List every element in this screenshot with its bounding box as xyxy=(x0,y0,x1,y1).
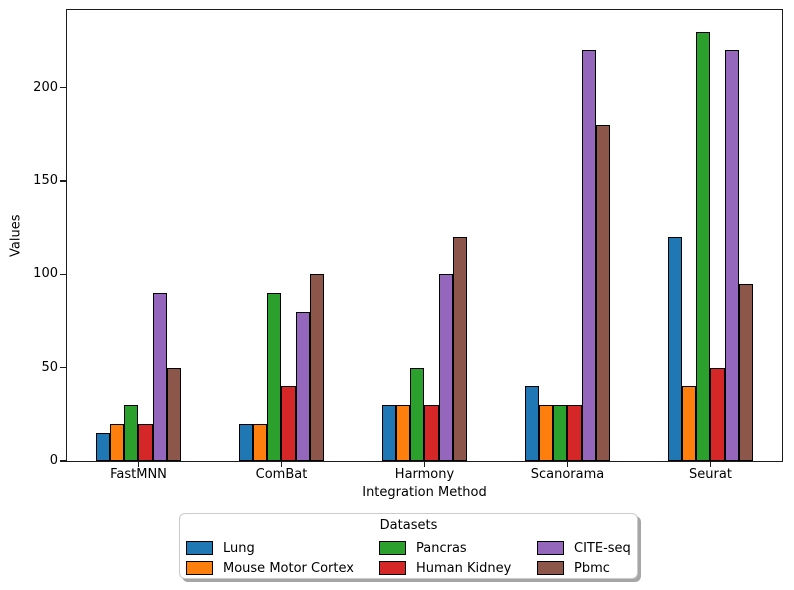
legend-column-1: Lung Mouse Motor Cortex xyxy=(186,538,354,578)
bar-cite-seq-seurat xyxy=(724,50,740,461)
x-tick-mark xyxy=(280,461,283,467)
bar-pbmc-combat xyxy=(310,274,325,461)
legend-swatch-mouse-motor-cortex xyxy=(186,561,213,575)
legend-title: Datasets xyxy=(379,518,438,533)
legend-swatch-pbmc xyxy=(537,561,564,575)
x-tick-mark xyxy=(423,461,426,467)
bar-mouse-motor-cortex-fastmnn xyxy=(109,423,125,461)
legend-item-lung: Lung xyxy=(186,538,354,558)
bar-pancras-combat xyxy=(267,292,282,461)
x-axis-label: Integration Method xyxy=(362,485,487,500)
y-tick-mark xyxy=(60,86,67,89)
bar-cite-seq-combat xyxy=(295,311,311,461)
x-tick-label-FastMNN: FastMNN xyxy=(110,467,167,482)
bar-group-ComBat xyxy=(238,274,325,461)
legend-swatch-pancras xyxy=(379,541,406,555)
bar-group-FastMNN xyxy=(95,292,182,461)
y-axis-label: Values xyxy=(8,214,24,257)
legend-label: CITE-seq xyxy=(574,540,631,556)
bar-cite-seq-harmony xyxy=(438,274,454,461)
legend-item-mouse-motor-cortex: Mouse Motor Cortex xyxy=(186,558,354,578)
legend-item-pbmc: Pbmc xyxy=(537,558,631,578)
legend-swatch-cite-seq xyxy=(537,541,564,555)
bar-pbmc-fastmnn xyxy=(167,367,182,461)
bar-pbmc-harmony xyxy=(453,236,468,461)
legend-item-pancras: Pancras xyxy=(379,538,511,558)
bar-lung-harmony xyxy=(381,405,396,461)
y-tick-mark xyxy=(60,460,67,462)
bar-pancras-fastmnn xyxy=(124,405,139,461)
y-tick-label: 50 xyxy=(41,359,58,375)
bar-mouse-motor-cortex-harmony xyxy=(395,405,411,461)
x-tick-label-Harmony: Harmony xyxy=(394,467,455,482)
legend-label: Pbmc xyxy=(574,560,610,576)
x-tick-mark xyxy=(137,461,140,467)
bar-mouse-motor-cortex-combat xyxy=(252,423,268,461)
bar-human-kidney-combat xyxy=(281,386,296,461)
x-tick-label-Scanorama: Scanorama xyxy=(530,467,605,482)
bar-group-Scanorama xyxy=(524,50,611,461)
bar-pancras-seurat xyxy=(696,31,711,461)
bar-lung-scanorama xyxy=(524,386,539,461)
bar-mouse-motor-cortex-scanorama xyxy=(538,405,554,461)
y-tick-label: 100 xyxy=(33,266,58,282)
legend-item-human-kidney: Human Kidney xyxy=(379,558,511,578)
legend-swatch-lung xyxy=(186,541,213,555)
y-tick-mark xyxy=(60,180,67,182)
y-tick-label: 200 xyxy=(33,79,58,95)
x-tick-mark xyxy=(566,461,569,467)
y-tick-label: 0 xyxy=(49,453,58,468)
bar-human-kidney-fastmnn xyxy=(138,423,153,461)
bar-pbmc-seurat xyxy=(739,283,754,461)
legend-label: Lung xyxy=(223,540,255,556)
bar-mouse-motor-cortex-seurat xyxy=(681,386,697,461)
bar-pbmc-scanorama xyxy=(596,124,611,461)
bar-group-Harmony xyxy=(381,236,468,461)
bar-cite-seq-scanorama xyxy=(581,50,597,461)
legend-swatch-human-kidney xyxy=(379,561,406,575)
bar-human-kidney-harmony xyxy=(424,405,439,461)
bar-cite-seq-fastmnn xyxy=(152,292,168,461)
bar-lung-fastmnn xyxy=(95,433,110,461)
x-tick-mark xyxy=(709,461,712,467)
bar-pancras-harmony xyxy=(410,367,425,461)
legend-label: Pancras xyxy=(416,540,467,556)
x-tick-label-ComBat: ComBat xyxy=(255,467,308,482)
y-tick-mark xyxy=(60,366,67,369)
legend-item-cite-seq: CITE-seq xyxy=(537,538,631,558)
legend-label: Mouse Motor Cortex xyxy=(223,560,354,576)
bar-lung-combat xyxy=(238,423,253,461)
bar-human-kidney-scanorama xyxy=(567,405,582,461)
legend-column-3: CITE-seq Pbmc xyxy=(537,538,631,578)
legend-label: Human Kidney xyxy=(416,560,512,576)
y-tick-label: 150 xyxy=(33,172,58,188)
legend-column-2: Pancras Human Kidney xyxy=(379,538,511,578)
x-tick-label-Seurat: Seurat xyxy=(689,467,732,482)
bar-group-Seurat xyxy=(667,31,754,461)
legend: Datasets Lung Mouse Motor Cortex Pancras H… xyxy=(179,513,638,579)
bar-pancras-scanorama xyxy=(553,405,568,461)
plot-area xyxy=(67,10,782,461)
bar-human-kidney-seurat xyxy=(710,367,725,461)
bar-lung-seurat xyxy=(667,236,682,461)
y-tick-mark xyxy=(60,273,67,275)
